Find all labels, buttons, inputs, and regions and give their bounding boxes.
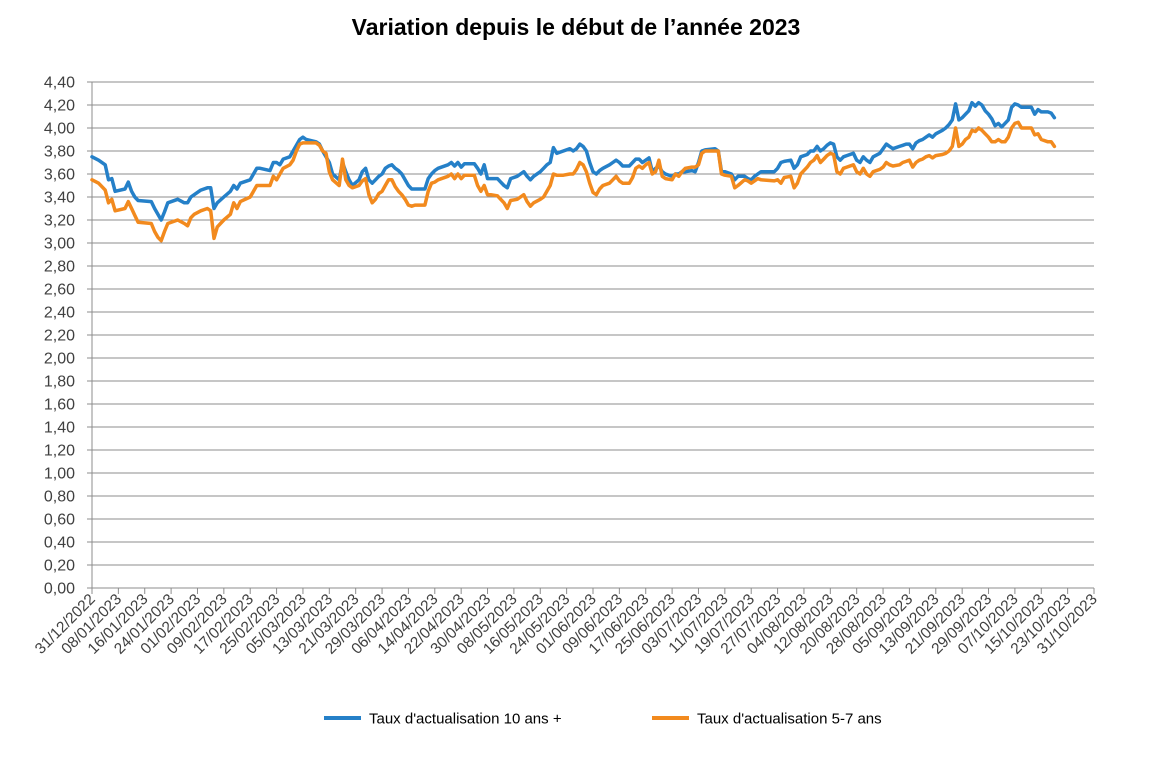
y-tick-label: 3,40: [44, 190, 75, 207]
series-line-5-7-ans: [90, 120, 1057, 243]
y-tick-label: 2,20: [44, 328, 75, 345]
legend-label: Taux d'actualisation 5-7 ans: [697, 711, 882, 728]
y-tick-label: 2,80: [44, 259, 75, 276]
y-tick-label: 3,00: [44, 236, 75, 253]
y-tick-label: 0,40: [44, 535, 75, 552]
y-tick-label: 2,00: [44, 351, 75, 368]
x-axis-tick-labels: 31/12/202208/01/202316/01/202324/01/2023…: [32, 591, 1101, 658]
y-tick-label: 4,20: [44, 98, 75, 115]
y-tick-label: 3,60: [44, 167, 75, 184]
y-tick-label: 3,20: [44, 213, 75, 230]
y-tick-label: 1,40: [44, 420, 75, 437]
y-tick-label: 1,60: [44, 397, 75, 414]
y-tick-label: 0,80: [44, 489, 75, 506]
y-tick-label: 1,20: [44, 443, 75, 460]
y-tick-label: 2,40: [44, 305, 75, 322]
y-tick-label: 4,40: [44, 75, 75, 92]
y-tick-label: 4,00: [44, 121, 75, 138]
y-tick-label: 0,60: [44, 512, 75, 529]
y-tick-label: 0,20: [44, 558, 75, 575]
legend-label: Taux d'actualisation 10 ans +: [369, 711, 562, 728]
y-axis-tick-labels: 0,00 0,20 0,40 0,60 0,80 1,00 1,20 1,40 1,60 1,80…: [44, 75, 75, 598]
axes: [91, 82, 1095, 594]
y-tick-label: 1,00: [44, 466, 75, 483]
series-lines: [90, 100, 1057, 243]
y-tick-label: 1,80: [44, 374, 75, 391]
gridlines: [87, 81, 1094, 589]
y-tick-label: 2,60: [44, 282, 75, 299]
series-line-10-ans: [90, 100, 1057, 222]
y-tick-label: 3,80: [44, 144, 75, 161]
legend: Taux d'actualisation 10 ans + Taux d'actu…: [324, 711, 882, 728]
y-tick-label: 0,00: [44, 581, 75, 598]
chart-title: Variation depuis le début de l’année 202…: [352, 14, 801, 40]
